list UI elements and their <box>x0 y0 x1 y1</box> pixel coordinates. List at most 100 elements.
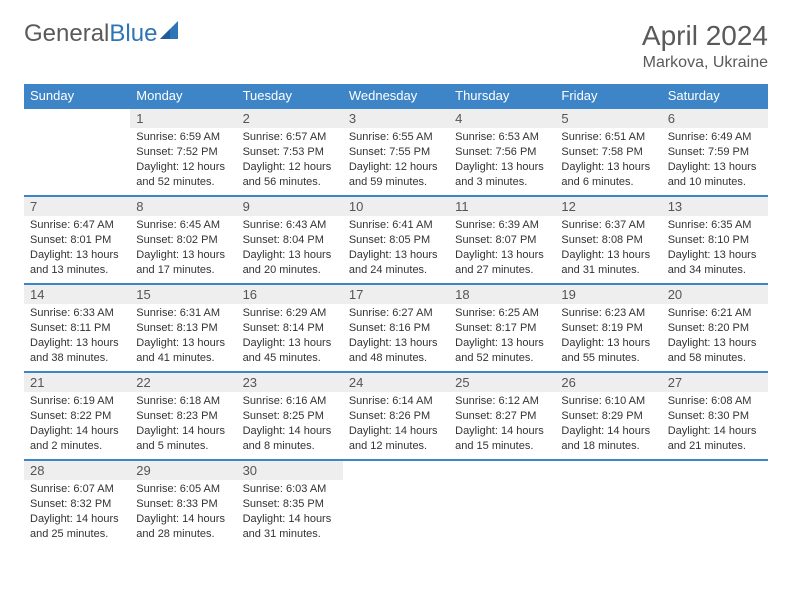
sunrise-text: Sunrise: 6:57 AM <box>243 130 337 145</box>
sunset-text: Sunset: 8:07 PM <box>455 233 549 248</box>
daylight-text: Daylight: 14 hours and 28 minutes. <box>136 512 230 542</box>
daylight-text: Daylight: 13 hours and 3 minutes. <box>455 160 549 190</box>
sunrise-text: Sunrise: 6:21 AM <box>668 306 762 321</box>
daylight-text: Daylight: 14 hours and 25 minutes. <box>30 512 124 542</box>
day-details: Sunrise: 6:18 AMSunset: 8:23 PMDaylight:… <box>130 392 236 457</box>
sunrise-text: Sunrise: 6:08 AM <box>668 394 762 409</box>
brand-part1: General <box>24 20 109 48</box>
sunrise-text: Sunrise: 6:33 AM <box>30 306 124 321</box>
day-cell: 29Sunrise: 6:05 AMSunset: 8:33 PMDayligh… <box>130 460 236 548</box>
day-cell: 3Sunrise: 6:55 AMSunset: 7:55 PMDaylight… <box>343 108 449 196</box>
day-number: 26 <box>555 373 661 392</box>
day-number: 1 <box>130 109 236 128</box>
day-details: Sunrise: 6:21 AMSunset: 8:20 PMDaylight:… <box>662 304 768 369</box>
sunset-text: Sunset: 7:52 PM <box>136 145 230 160</box>
day-cell: 21Sunrise: 6:19 AMSunset: 8:22 PMDayligh… <box>24 372 130 460</box>
daylight-text: Daylight: 12 hours and 59 minutes. <box>349 160 443 190</box>
day-cell: 14Sunrise: 6:33 AMSunset: 8:11 PMDayligh… <box>24 284 130 372</box>
sunrise-text: Sunrise: 6:45 AM <box>136 218 230 233</box>
day-cell: 26Sunrise: 6:10 AMSunset: 8:29 PMDayligh… <box>555 372 661 460</box>
sunset-text: Sunset: 8:29 PM <box>561 409 655 424</box>
day-details: Sunrise: 6:35 AMSunset: 8:10 PMDaylight:… <box>662 216 768 281</box>
day-details: Sunrise: 6:57 AMSunset: 7:53 PMDaylight:… <box>237 128 343 193</box>
day-details: Sunrise: 6:43 AMSunset: 8:04 PMDaylight:… <box>237 216 343 281</box>
sunrise-text: Sunrise: 6:49 AM <box>668 130 762 145</box>
day-number: 29 <box>130 461 236 480</box>
sunrise-text: Sunrise: 6:55 AM <box>349 130 443 145</box>
sunset-text: Sunset: 8:26 PM <box>349 409 443 424</box>
day-cell: 5Sunrise: 6:51 AMSunset: 7:58 PMDaylight… <box>555 108 661 196</box>
sunrise-text: Sunrise: 6:43 AM <box>243 218 337 233</box>
day-cell: 1 Sunrise: 6:59 AMSunset: 7:52 PMDaylight… <box>130 108 236 196</box>
week-row: 7Sunrise: 6:47 AMSunset: 8:01 PMDaylight… <box>24 196 768 284</box>
sunrise-text: Sunrise: 6:41 AM <box>349 218 443 233</box>
daylight-text: Daylight: 13 hours and 45 minutes. <box>243 336 337 366</box>
sunrise-text: Sunrise: 6:51 AM <box>561 130 655 145</box>
sunrise-text: Sunrise: 6:14 AM <box>349 394 443 409</box>
day-number: 20 <box>662 285 768 304</box>
sunset-text: Sunset: 8:02 PM <box>136 233 230 248</box>
day-details: Sunrise: 6:19 AMSunset: 8:22 PMDaylight:… <box>24 392 130 457</box>
day-number: 7 <box>24 197 130 216</box>
sunset-text: Sunset: 7:55 PM <box>349 145 443 160</box>
day-details: Sunrise: 6:55 AMSunset: 7:55 PMDaylight:… <box>343 128 449 193</box>
daylight-text: Daylight: 14 hours and 15 minutes. <box>455 424 549 454</box>
sunset-text: Sunset: 8:22 PM <box>30 409 124 424</box>
sunset-text: Sunset: 8:01 PM <box>30 233 124 248</box>
day-details: Sunrise: 6:03 AMSunset: 8:35 PMDaylight:… <box>237 480 343 545</box>
day-details: Sunrise: 6:27 AMSunset: 8:16 PMDaylight:… <box>343 304 449 369</box>
day-cell: 7Sunrise: 6:47 AMSunset: 8:01 PMDaylight… <box>24 196 130 284</box>
day-cell <box>555 460 661 548</box>
sunrise-text: Sunrise: 6:29 AM <box>243 306 337 321</box>
daylight-text: Daylight: 13 hours and 17 minutes. <box>136 248 230 278</box>
day-cell: 22Sunrise: 6:18 AMSunset: 8:23 PMDayligh… <box>130 372 236 460</box>
day-number: 12 <box>555 197 661 216</box>
day-cell: 28Sunrise: 6:07 AMSunset: 8:32 PMDayligh… <box>24 460 130 548</box>
sunset-text: Sunset: 8:04 PM <box>243 233 337 248</box>
sunset-text: Sunset: 8:20 PM <box>668 321 762 336</box>
daylight-text: Daylight: 12 hours and 52 minutes. <box>136 160 230 190</box>
day-details: Sunrise: 6:14 AMSunset: 8:26 PMDaylight:… <box>343 392 449 457</box>
sunset-text: Sunset: 8:14 PM <box>243 321 337 336</box>
daylight-text: Daylight: 13 hours and 13 minutes. <box>30 248 124 278</box>
daylight-text: Daylight: 14 hours and 2 minutes. <box>30 424 124 454</box>
day-header-friday: Friday <box>555 84 661 108</box>
day-cell: 19Sunrise: 6:23 AMSunset: 8:19 PMDayligh… <box>555 284 661 372</box>
header: GeneralBlue April 2024 Markova, Ukraine <box>24 20 768 72</box>
day-details: Sunrise: 6:05 AMSunset: 8:33 PMDaylight:… <box>130 480 236 545</box>
day-number: 24 <box>343 373 449 392</box>
calendar-table: SundayMondayTuesdayWednesdayThursdayFrid… <box>24 84 768 548</box>
daylight-text: Daylight: 13 hours and 34 minutes. <box>668 248 762 278</box>
day-details: Sunrise: 6:29 AMSunset: 8:14 PMDaylight:… <box>237 304 343 369</box>
day-cell: 8Sunrise: 6:45 AMSunset: 8:02 PMDaylight… <box>130 196 236 284</box>
daylight-text: Daylight: 14 hours and 12 minutes. <box>349 424 443 454</box>
sunset-text: Sunset: 8:32 PM <box>30 497 124 512</box>
sunset-text: Sunset: 8:11 PM <box>30 321 124 336</box>
sunrise-text: Sunrise: 6:59 AM <box>136 130 230 145</box>
daylight-text: Daylight: 13 hours and 20 minutes. <box>243 248 337 278</box>
day-cell: 11Sunrise: 6:39 AMSunset: 8:07 PMDayligh… <box>449 196 555 284</box>
day-details: Sunrise: 6:45 AMSunset: 8:02 PMDaylight:… <box>130 216 236 281</box>
sunset-text: Sunset: 8:05 PM <box>349 233 443 248</box>
daylight-text: Daylight: 13 hours and 52 minutes. <box>455 336 549 366</box>
sunrise-text: Sunrise: 6:27 AM <box>349 306 443 321</box>
day-details: Sunrise: 6:23 AMSunset: 8:19 PMDaylight:… <box>555 304 661 369</box>
day-number: 18 <box>449 285 555 304</box>
day-details: Sunrise: 6:07 AMSunset: 8:32 PMDaylight:… <box>24 480 130 545</box>
sunrise-text: Sunrise: 6:12 AM <box>455 394 549 409</box>
day-cell: 18Sunrise: 6:25 AMSunset: 8:17 PMDayligh… <box>449 284 555 372</box>
day-number: 15 <box>130 285 236 304</box>
day-number: 13 <box>662 197 768 216</box>
day-cell: 24Sunrise: 6:14 AMSunset: 8:26 PMDayligh… <box>343 372 449 460</box>
sunrise-text: Sunrise: 6:10 AM <box>561 394 655 409</box>
day-details: Sunrise: 6:10 AMSunset: 8:29 PMDaylight:… <box>555 392 661 457</box>
day-number: 16 <box>237 285 343 304</box>
brand-part2: Blue <box>109 20 157 48</box>
day-header-thursday: Thursday <box>449 84 555 108</box>
day-number: 4 <box>449 109 555 128</box>
day-cell: 17Sunrise: 6:27 AMSunset: 8:16 PMDayligh… <box>343 284 449 372</box>
day-cell: 30Sunrise: 6:03 AMSunset: 8:35 PMDayligh… <box>237 460 343 548</box>
sunrise-text: Sunrise: 6:03 AM <box>243 482 337 497</box>
day-details: Sunrise: 6:31 AMSunset: 8:13 PMDaylight:… <box>130 304 236 369</box>
day-number: 17 <box>343 285 449 304</box>
